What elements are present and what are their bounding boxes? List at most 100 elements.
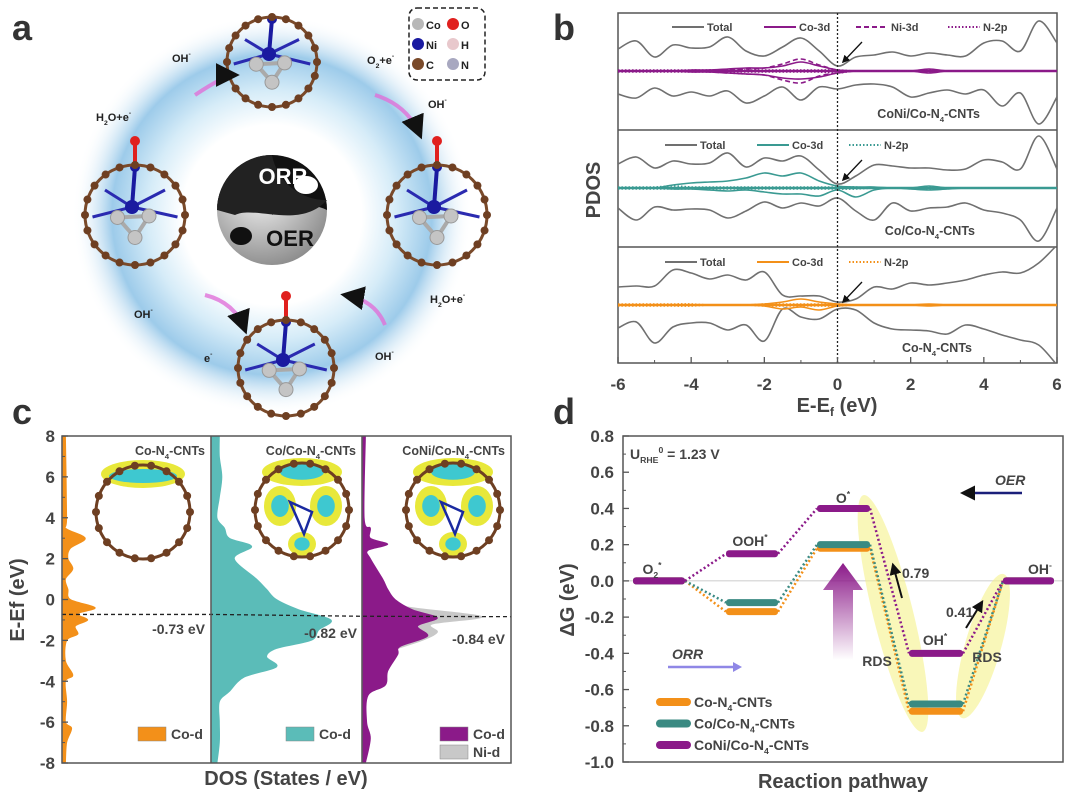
panel-c-dos: Co-N4-CNTs -0.73 eV Co-d Co/Co-N4-CNTs -0.82… [7, 427, 512, 790]
carbon-atom [327, 378, 336, 387]
x-axis-label: Reaction pathway [758, 771, 929, 793]
y-axis-label: PDOS [583, 162, 605, 219]
legend-label: Ni-d [473, 744, 500, 760]
carbon-atom [425, 465, 434, 474]
carbon-atom [310, 325, 319, 334]
subpanel-title: Co-N4-CNTs [135, 444, 205, 461]
y-tick-label: -2 [40, 631, 55, 650]
carbon-atom [282, 316, 290, 324]
dos-area-co-d [62, 435, 96, 764]
carbon-atom [223, 58, 231, 66]
legend-label: Ni [426, 40, 437, 52]
co-atom [110, 210, 125, 225]
carbon-atom [254, 15, 263, 24]
carbon-atom [175, 477, 184, 486]
carbon-atom [267, 318, 276, 327]
panel-a-schematic: ORR OER Co O Ni H C N OH- O2+e- OH- H2O+e- OH-e- H… [72, 7, 491, 420]
isosurface-cyan [280, 464, 324, 480]
carbon-atom [473, 181, 482, 190]
pathway-connector [868, 547, 911, 712]
pathway-connector [961, 580, 1005, 654]
panel-label-c: c [12, 391, 32, 432]
energy-level-bar [726, 599, 778, 607]
carbon-atom [115, 548, 124, 557]
carbon-atom [462, 251, 471, 260]
y-tick-label: 6 [46, 468, 55, 487]
carbon-atom [472, 465, 481, 474]
carbon-atom [342, 522, 351, 531]
legend-label: Co-3d [792, 257, 823, 269]
legend-atom-co-icon [412, 18, 424, 30]
big-up-arrow-icon [823, 563, 863, 660]
carbon-atom [147, 554, 156, 563]
pdos-subpanel [618, 20, 1057, 125]
energy-level-bar [817, 504, 870, 512]
pathway-connector [961, 580, 1005, 705]
legend-label: N-2p [884, 257, 909, 269]
carbon-atom [236, 349, 245, 358]
y-tick-label: 0.4 [590, 499, 614, 518]
d-band-center-label: -0.73 eV [152, 621, 206, 637]
co-atom [141, 208, 157, 224]
carbon-atom [274, 546, 283, 555]
carbon-atom [241, 94, 250, 103]
rds-label: RDS [862, 653, 892, 669]
pathway-connector [777, 507, 818, 555]
carbon-atom [433, 161, 441, 169]
reaction-arrow [374, 93, 424, 140]
pdos-curve-total-down [618, 307, 1057, 363]
panel-label-b: b [553, 7, 575, 48]
carbon-atom [334, 475, 343, 484]
charge-density-inset [402, 458, 504, 561]
carbon-atom [94, 491, 103, 500]
oer-label: OER [266, 226, 314, 251]
isosurface-cyan [431, 464, 475, 480]
carbon-atom [403, 170, 412, 179]
legend-atom-n-icon [447, 58, 459, 70]
co-atom [412, 210, 427, 225]
y-tick-label: 2 [46, 550, 55, 569]
rds-highlight [857, 495, 929, 732]
carbon-atom [485, 475, 494, 484]
panel-b-pdos: Total Co-3d Ni-3d N-2p CoNi/Co-N4-CNTs Total C… [583, 12, 1062, 419]
carbon-atom [385, 195, 394, 204]
co-atom [127, 230, 143, 245]
co-atom [443, 208, 459, 224]
carbon-atom [480, 195, 489, 204]
state-label: OH* [923, 631, 948, 648]
co-atom [278, 382, 294, 398]
carbon-atom [267, 409, 276, 418]
legend-label: N [461, 60, 469, 72]
x-tick-label: 2 [906, 375, 915, 394]
carbon-atom [412, 536, 421, 545]
carbon-atom [440, 552, 449, 561]
charge-density-inset [92, 460, 194, 563]
orr-label: ORR [672, 646, 704, 662]
carbon-atom [320, 335, 329, 344]
y-tick-label: 4 [46, 509, 56, 528]
carbon-atom [225, 44, 234, 53]
metal-cluster [438, 499, 465, 538]
reaction-arrow [204, 293, 250, 335]
pdos-curve-ni-3d-down [618, 70, 1057, 84]
carbon-atom [90, 240, 99, 249]
carbon-atom [251, 506, 259, 514]
x-tick-label: -2 [757, 375, 772, 394]
carbon-atom [321, 546, 330, 555]
carbon-atom [383, 211, 391, 219]
pathway-connector [776, 547, 819, 613]
carbon-atom [483, 211, 491, 219]
carbon-atom [171, 181, 180, 190]
carbon-atom [473, 240, 482, 249]
y-tick-label: -0.8 [585, 717, 614, 736]
carbon-atom [289, 459, 298, 468]
step-energy-label: 0.79 [902, 565, 929, 581]
carbon-nanotube-model [223, 13, 321, 111]
co-atom [261, 362, 277, 378]
isosurface-cyan [317, 495, 335, 517]
carbon-atom [320, 392, 329, 401]
legend-atom-ni-icon [412, 38, 424, 50]
carbon-atom [330, 364, 338, 372]
carbon-atom [253, 325, 262, 334]
carbon-atom [160, 251, 169, 260]
